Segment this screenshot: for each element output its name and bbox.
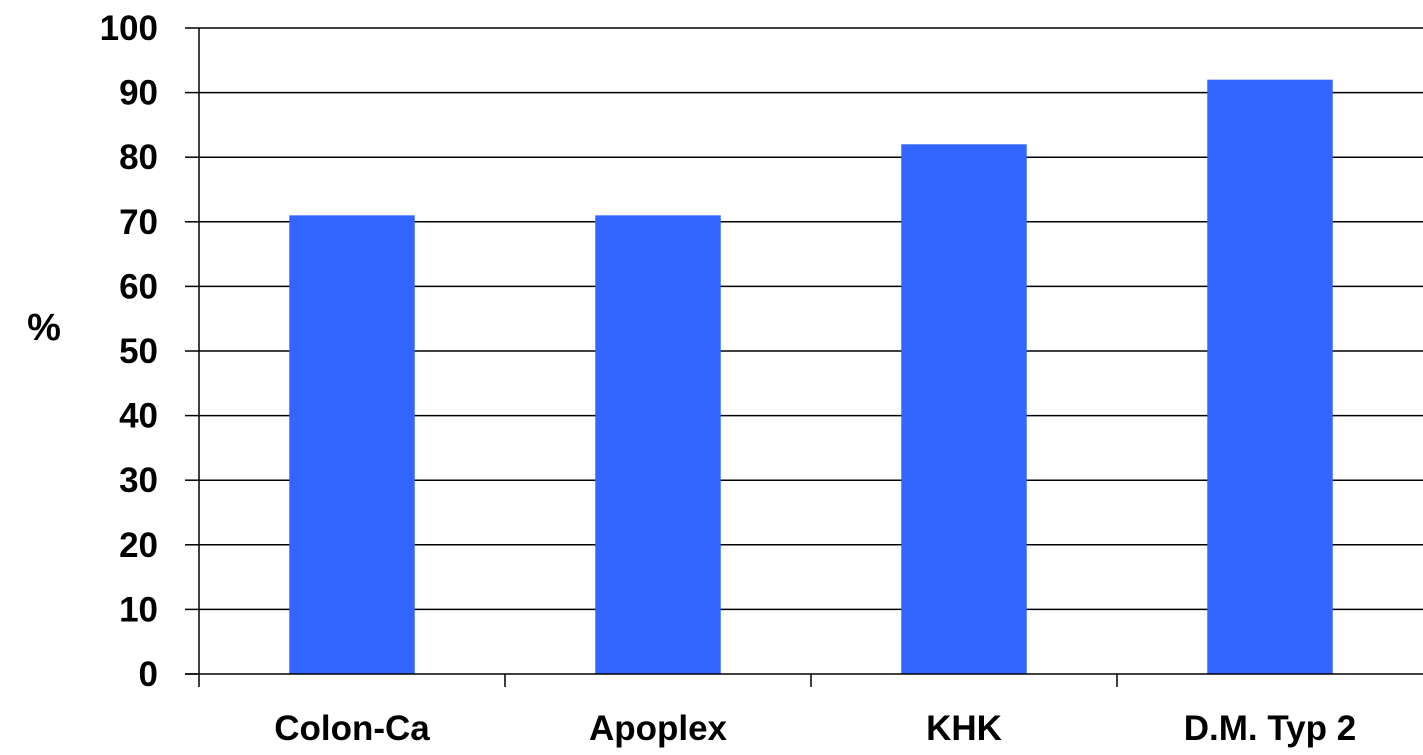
y-tick-labels: 0 10 20 30 40 50 60 70 80 90 100 <box>100 9 158 694</box>
y-tick-label: 60 <box>119 267 158 306</box>
y-tick-label: 70 <box>119 203 158 242</box>
bar-d-m-typ-2 <box>1207 79 1333 675</box>
y-tick-label: 90 <box>119 74 158 113</box>
x-tick-marks <box>185 27 1118 687</box>
bar-khk <box>901 144 1027 674</box>
category-labels: Colon-Ca Apoplex KHK D.M. Typ 2 <box>274 709 1356 748</box>
x-category-label: KHK <box>926 709 1002 748</box>
y-tick-label: 40 <box>119 397 158 436</box>
y-tick-label: 80 <box>119 138 158 177</box>
y-tick-label: 100 <box>100 9 158 48</box>
y-tick-label: 0 <box>139 655 158 694</box>
x-category-label: Apoplex <box>589 709 728 748</box>
y-tick-label: 50 <box>119 332 158 371</box>
y-axis-title: % <box>27 307 61 349</box>
x-category-label: Colon-Ca <box>274 709 430 748</box>
bar-colon-ca <box>289 215 415 674</box>
bars <box>289 79 1333 675</box>
bar-apoplex <box>595 215 721 674</box>
y-tick-label: 30 <box>119 461 158 500</box>
y-tick-label: 20 <box>119 526 158 565</box>
y-tick-label: 10 <box>119 590 158 629</box>
x-category-label: D.M. Typ 2 <box>1184 709 1356 748</box>
